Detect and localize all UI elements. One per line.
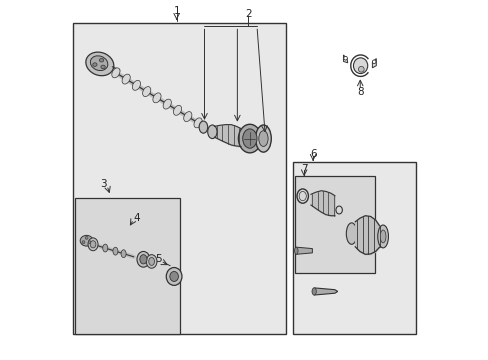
Polygon shape [343,55,347,63]
Ellipse shape [343,57,346,60]
Ellipse shape [372,60,375,64]
Ellipse shape [166,267,182,285]
Text: 2: 2 [244,9,251,19]
Text: 3: 3 [100,179,106,189]
Bar [73,23,285,334]
Polygon shape [312,288,337,295]
Ellipse shape [207,125,217,139]
Ellipse shape [353,58,367,73]
Ellipse shape [146,255,157,268]
Ellipse shape [93,63,97,66]
Ellipse shape [102,244,107,252]
Text: 8: 8 [356,87,363,98]
Ellipse shape [163,99,171,109]
Ellipse shape [358,66,364,72]
Ellipse shape [88,241,91,244]
Text: 4: 4 [133,212,139,222]
Ellipse shape [99,58,103,62]
Ellipse shape [85,237,88,239]
Ellipse shape [82,241,85,244]
Ellipse shape [80,235,93,246]
Ellipse shape [142,87,150,96]
Text: 1: 1 [173,6,180,17]
Ellipse shape [242,129,257,148]
Ellipse shape [137,251,149,267]
Polygon shape [372,59,376,68]
Ellipse shape [294,247,298,254]
Ellipse shape [122,74,130,84]
Ellipse shape [194,118,202,128]
Ellipse shape [377,225,387,248]
Ellipse shape [112,68,120,78]
Ellipse shape [113,247,118,255]
Ellipse shape [199,121,207,133]
Bar [294,176,374,273]
Ellipse shape [132,80,140,90]
Bar [292,162,415,334]
Ellipse shape [238,124,261,153]
Text: 5: 5 [154,254,161,264]
Ellipse shape [86,52,114,76]
Ellipse shape [90,56,108,71]
Ellipse shape [153,93,161,103]
Ellipse shape [380,230,385,243]
Ellipse shape [346,223,356,244]
Text: 7: 7 [300,163,307,174]
Text: 6: 6 [309,149,316,159]
Ellipse shape [173,105,181,115]
Ellipse shape [140,255,147,264]
Polygon shape [295,247,312,254]
Ellipse shape [90,241,96,248]
Ellipse shape [258,131,267,147]
Ellipse shape [148,257,154,265]
Ellipse shape [101,65,105,69]
Ellipse shape [311,288,316,295]
Ellipse shape [169,271,178,282]
Ellipse shape [121,250,126,258]
Bar [75,198,180,334]
Ellipse shape [88,238,98,251]
Ellipse shape [255,125,271,152]
Ellipse shape [183,112,191,122]
